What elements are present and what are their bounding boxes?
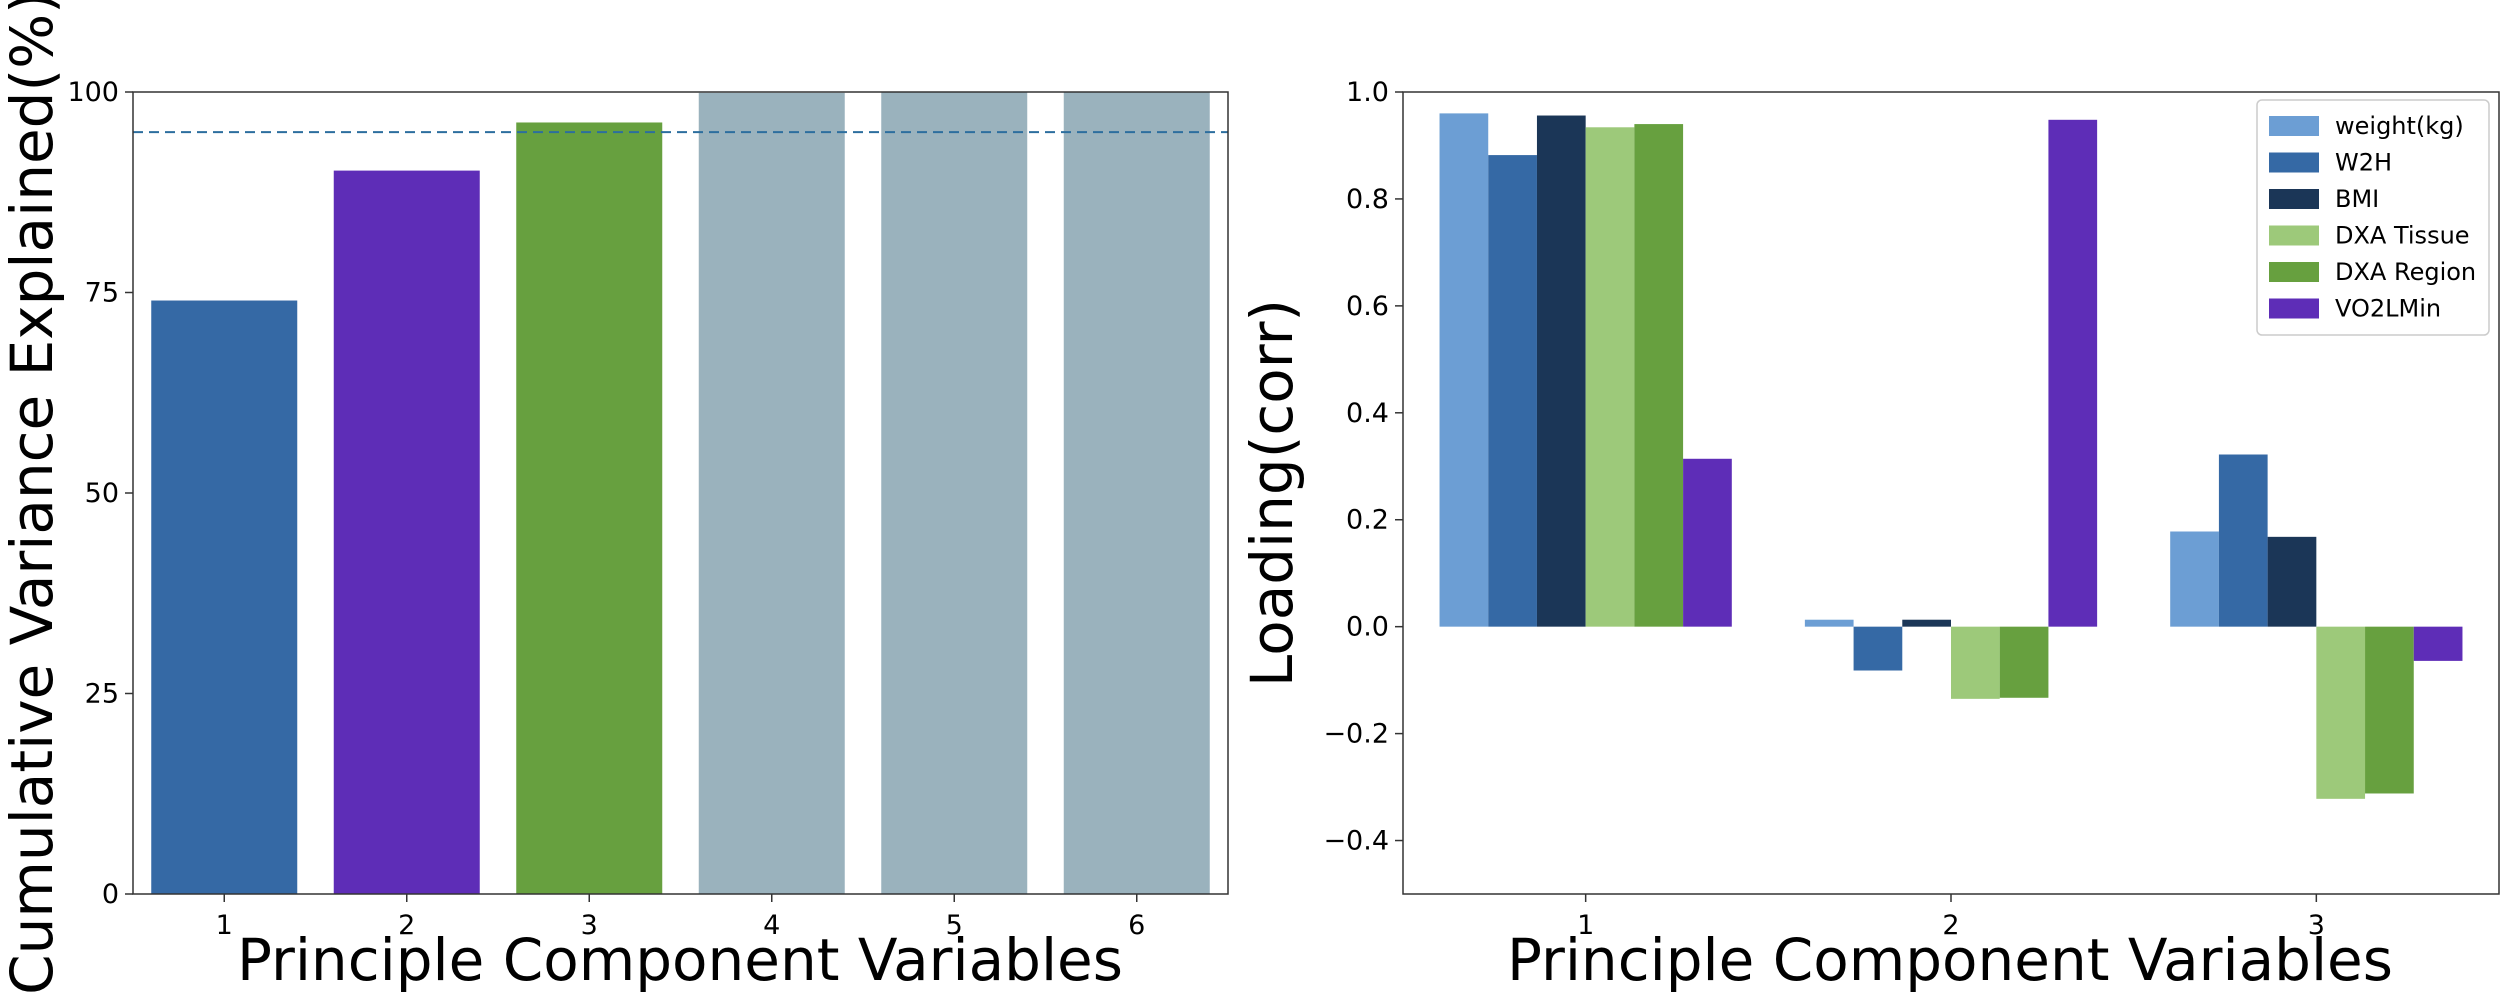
legend-label-bmi: BMI	[2335, 185, 2379, 213]
bar-dxa-region-pc-2	[1999, 626, 2049, 698]
legend-label-vo2lmin: VO2LMin	[2335, 295, 2441, 323]
x-tick-label: 6	[1128, 910, 1145, 941]
loading-chart: −0.4 −0.2 0.0 0.2 0.4 0.6 0.8 1.0 1 2 3 weight(kg…	[1238, 77, 2500, 994]
x-tick-label: 2	[398, 910, 415, 941]
legend-swatch-dxa-region	[2269, 262, 2319, 282]
x-tick-label: 3	[2308, 910, 2325, 941]
y-tick-label: 75	[85, 278, 119, 309]
bar-weight-kg-pc-2	[1804, 619, 1854, 627]
right-y-ticks: −0.4 −0.2 0.0 0.2 0.4 0.6 0.8 1.0	[1323, 77, 1403, 857]
left-bars-group	[151, 92, 1210, 894]
legend-label-weight-kg: weight(kg)	[2335, 112, 2464, 140]
x-tick-label: 5	[946, 910, 963, 941]
legend-swatch-weight-kg	[2269, 116, 2319, 136]
y-tick-label: 0.2	[1346, 505, 1389, 536]
legend-label-w2h: W2H	[2335, 149, 2392, 177]
bar-w2h-pc-2	[1853, 626, 1903, 671]
bar-pc-3	[516, 122, 663, 894]
bar-pc-5	[881, 92, 1028, 894]
x-tick-label: 1	[216, 910, 233, 941]
x-tick-label: 1	[1577, 910, 1594, 941]
y-tick-label: −0.4	[1323, 826, 1389, 857]
bar-dxa-tissue-pc-1	[1585, 127, 1635, 627]
y-tick-label: 25	[85, 679, 119, 710]
left-x-ticks: 1 2 3 4 5 6	[216, 894, 1145, 941]
y-tick-label: −0.2	[1323, 719, 1389, 750]
bar-bmi-pc-3	[2267, 536, 2317, 627]
bar-dxa-region-pc-3	[2365, 626, 2414, 794]
y-tick-label: 0.4	[1346, 398, 1389, 429]
legend: weight(kg) W2H BMI DXA Tissue DXA Region VO2L…	[2256, 99, 2490, 336]
x-tick-label: 2	[1942, 910, 1959, 941]
y-tick-label: 0.6	[1346, 291, 1389, 322]
bar-vo2lmin-pc-1	[1683, 458, 1732, 627]
bar-pc-4	[698, 92, 845, 894]
legend-label-dxa-region: DXA Region	[2335, 258, 2476, 286]
y-tick-label: 50	[85, 478, 119, 509]
right-bars-group	[1439, 113, 2463, 799]
bar-bmi-pc-2	[1902, 619, 1951, 627]
legend-swatch-w2h	[2269, 152, 2319, 173]
left-y-ticks: 0 25 50 75 100	[67, 77, 133, 910]
bar-pc-2	[333, 170, 480, 894]
cumulative-variance-chart: 0 25 50 75 100 1 2 3 4 5 6 Principle Component Va…	[0, 0, 1229, 995]
bar-pc-1	[151, 300, 298, 894]
y-tick-label: 0.0	[1346, 612, 1389, 643]
y-tick-label: 0.8	[1346, 184, 1389, 215]
bar-dxa-region-pc-1	[1634, 124, 1684, 627]
y-tick-label: 1.0	[1346, 77, 1389, 108]
x-tick-label: 4	[763, 910, 780, 941]
left-y-axis-title: Cumulative Variance Explained(%)	[0, 0, 66, 995]
bar-dxa-tissue-pc-3	[2316, 626, 2366, 799]
bar-w2h-pc-1	[1488, 155, 1537, 627]
bar-weight-kg-pc-1	[1439, 113, 1489, 627]
y-tick-label: 100	[67, 77, 119, 108]
bar-pc-6	[1063, 92, 1210, 894]
x-tick-label: 3	[581, 910, 598, 941]
right-x-ticks: 1 2 3	[1577, 894, 2325, 941]
legend-swatch-dxa-tissue	[2269, 225, 2319, 246]
bar-dxa-tissue-pc-2	[1951, 626, 2000, 699]
bar-vo2lmin-pc-2	[2048, 119, 2098, 627]
bar-w2h-pc-3	[2218, 454, 2268, 627]
right-y-axis-title: Loading(corr)	[1238, 299, 1306, 687]
right-x-axis-title: Principle Component Variables	[1507, 926, 2393, 994]
bar-vo2lmin-pc-3	[2413, 626, 2463, 661]
legend-swatch-bmi	[2269, 189, 2319, 209]
left-x-axis-title: Principle Component Variables	[237, 926, 1123, 994]
bar-bmi-pc-1	[1536, 115, 1586, 627]
bar-weight-kg-pc-3	[2170, 531, 2219, 627]
legend-swatch-vo2lmin	[2269, 298, 2319, 319]
y-tick-label: 0	[102, 879, 119, 910]
legend-label-dxa-tissue: DXA Tissue	[2335, 222, 2470, 250]
